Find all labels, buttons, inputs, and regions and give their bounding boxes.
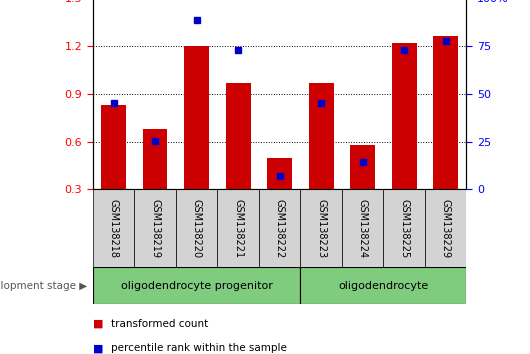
- Text: transformed count: transformed count: [111, 319, 208, 329]
- Text: GSM138219: GSM138219: [150, 199, 160, 258]
- Text: GSM138229: GSM138229: [440, 199, 450, 258]
- Bar: [101, 105, 126, 189]
- Text: GSM138225: GSM138225: [399, 199, 409, 258]
- Bar: [259, 189, 301, 267]
- Text: GSM138221: GSM138221: [233, 199, 243, 258]
- Text: oligodendrocyte progenitor: oligodendrocyte progenitor: [121, 281, 272, 291]
- Text: oligodendrocyte: oligodendrocyte: [338, 281, 428, 291]
- Bar: [350, 145, 375, 189]
- Bar: [143, 129, 167, 189]
- Bar: [93, 189, 134, 267]
- Bar: [433, 36, 458, 189]
- Text: ■: ■: [93, 319, 103, 329]
- Text: ■: ■: [93, 343, 103, 353]
- Text: GSM138220: GSM138220: [191, 199, 201, 258]
- Text: GSM138224: GSM138224: [358, 199, 368, 258]
- Text: GSM138222: GSM138222: [275, 199, 285, 258]
- Text: percentile rank within the sample: percentile rank within the sample: [111, 343, 287, 353]
- Bar: [425, 189, 466, 267]
- Bar: [383, 189, 425, 267]
- Bar: [301, 189, 342, 267]
- Bar: [226, 82, 251, 189]
- Bar: [93, 267, 301, 304]
- Bar: [134, 189, 176, 267]
- Bar: [267, 158, 292, 189]
- Bar: [184, 46, 209, 189]
- Bar: [217, 189, 259, 267]
- Bar: [176, 189, 217, 267]
- Bar: [342, 189, 383, 267]
- Text: development stage ▶: development stage ▶: [0, 281, 87, 291]
- Bar: [301, 267, 466, 304]
- Text: GSM138223: GSM138223: [316, 199, 326, 258]
- Text: GSM138218: GSM138218: [109, 199, 119, 258]
- Bar: [392, 43, 417, 189]
- Bar: [308, 82, 333, 189]
